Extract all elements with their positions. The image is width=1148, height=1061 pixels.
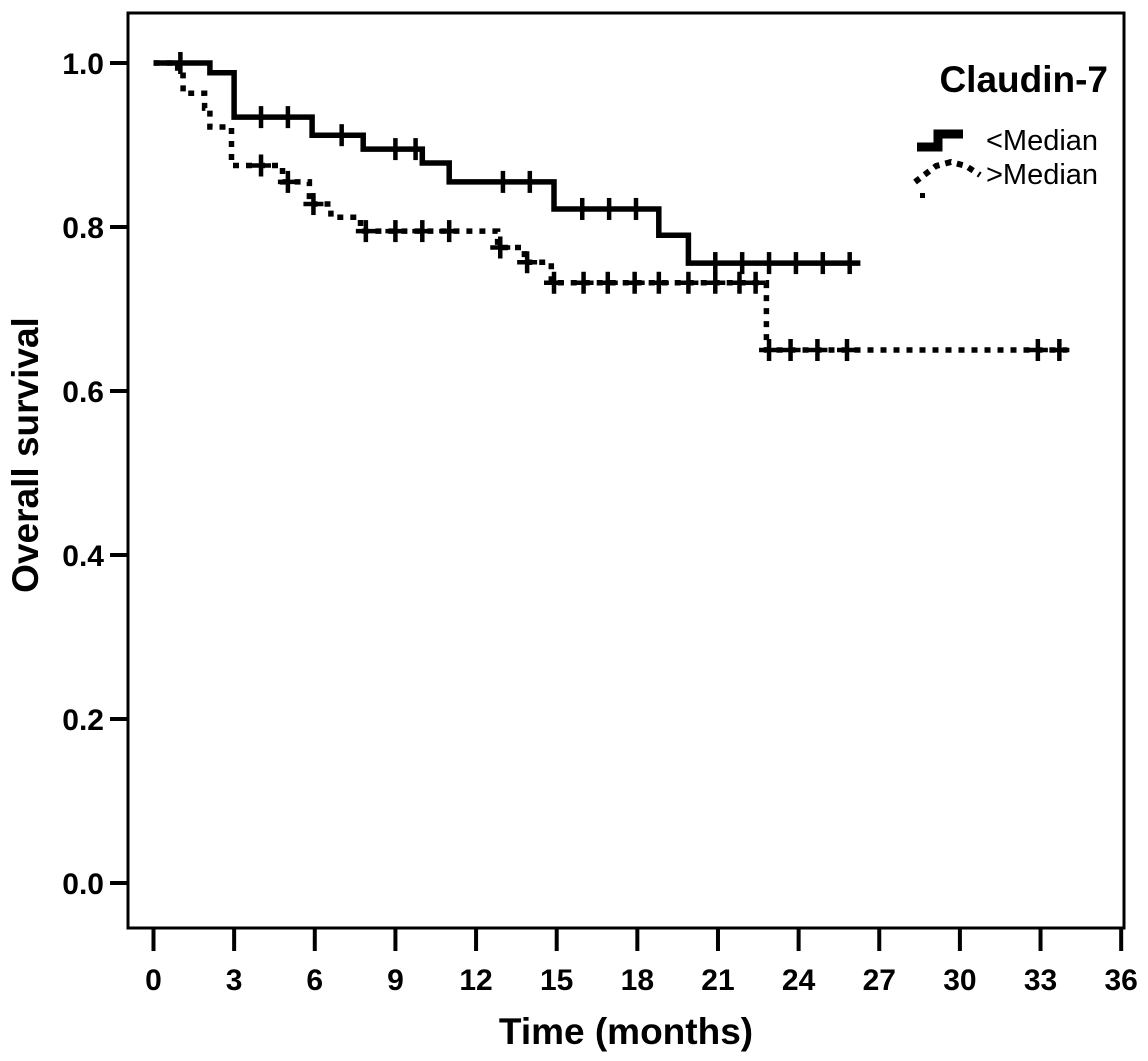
- y-axis-title: Overall survival: [5, 317, 46, 593]
- legend-swatch-solid-line: [917, 129, 963, 152]
- plot-border: [126, 11, 1126, 930]
- legend-stray-dot: [920, 193, 925, 198]
- y-tick-label: 0.0: [62, 868, 104, 901]
- x-tick-label: 27: [863, 964, 896, 997]
- curve-below-median: [153, 60, 861, 266]
- legend-title: Claudin-7: [939, 59, 1108, 100]
- legend-label-above-median: >Median: [986, 159, 1098, 191]
- x-tick-label: 3: [226, 964, 243, 997]
- x-tick-label: 6: [306, 964, 323, 997]
- x-tick-label: 12: [459, 964, 492, 997]
- curve-above-median: [153, 60, 1068, 353]
- x-tick-label: 21: [701, 964, 734, 997]
- legend-swatch-dotted-line: [913, 158, 982, 185]
- x-tick-label: 9: [387, 964, 404, 997]
- legend: Claudin-7 <Median >Median: [913, 59, 1108, 198]
- y-tick-label: 0.8: [62, 212, 104, 245]
- x-tick-label: 18: [621, 964, 654, 997]
- y-tick-label: 0.2: [62, 704, 104, 737]
- survival-curves: [153, 52, 1070, 361]
- y-tick-label: 0.6: [62, 376, 104, 409]
- x-tick-label: 15: [540, 964, 573, 997]
- y-axis-ticks: 1.0 0.8 0.6 0.4 0.2 0.0: [62, 48, 128, 901]
- x-tick-label: 36: [1104, 964, 1137, 997]
- x-tick-label: 33: [1024, 964, 1057, 997]
- x-axis-ticks: 0 3 6 9 12 15 18 21 24 27 30 33 36: [145, 928, 1138, 997]
- x-tick-label: 0: [145, 964, 162, 997]
- y-tick-label: 1.0: [62, 48, 104, 81]
- x-axis-title: Time (months): [499, 1011, 753, 1052]
- x-tick-label: 30: [943, 964, 976, 997]
- y-tick-label: 0.4: [62, 540, 104, 573]
- legend-label-below-median: <Median: [986, 125, 1098, 157]
- x-tick-label: 24: [782, 964, 816, 997]
